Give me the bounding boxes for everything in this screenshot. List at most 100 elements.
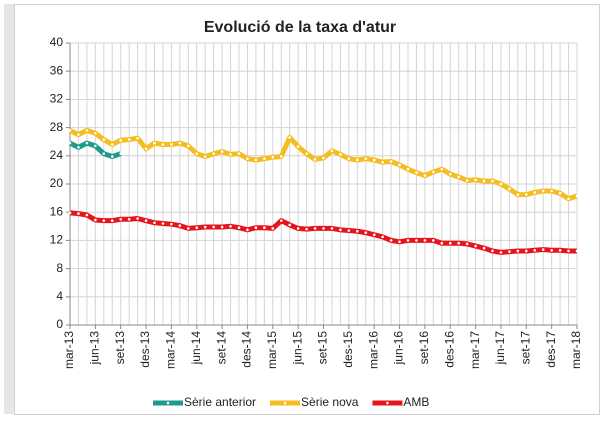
marker (220, 225, 224, 229)
marker (322, 227, 325, 230)
marker (288, 136, 292, 139)
marker (575, 194, 579, 198)
marker (423, 174, 427, 177)
marker (110, 219, 114, 222)
y-tick-label: 24 (50, 148, 64, 162)
marker (94, 144, 97, 148)
marker (567, 197, 570, 201)
marker (448, 172, 452, 176)
marker (347, 157, 351, 160)
y-tick-label: 20 (50, 176, 64, 190)
marker (541, 248, 545, 251)
marker (389, 239, 393, 242)
marker (465, 179, 469, 182)
marker (347, 229, 351, 232)
legend-label: Sèrie anterior (184, 395, 256, 409)
legend-marker (166, 401, 170, 405)
marker (263, 226, 266, 230)
marker (144, 147, 148, 151)
marker (330, 149, 334, 153)
marker (144, 219, 148, 222)
marker (237, 226, 241, 230)
x-tick-label: des-13 (138, 331, 152, 368)
marker (482, 179, 486, 183)
marker (339, 153, 342, 156)
marker (423, 239, 427, 242)
marker (203, 225, 207, 229)
marker (161, 222, 165, 225)
marker (77, 146, 80, 149)
marker (550, 189, 553, 193)
marker (246, 228, 249, 232)
marker (406, 239, 410, 242)
marker (356, 158, 359, 162)
marker (127, 138, 131, 141)
marker (313, 227, 317, 230)
marker (364, 157, 368, 160)
marker (136, 217, 139, 220)
marker (85, 129, 89, 132)
marker (398, 163, 401, 167)
x-tick-label: jun-15 (290, 331, 304, 366)
marker (119, 138, 122, 142)
marker (85, 141, 89, 145)
marker (254, 158, 258, 162)
marker (203, 155, 207, 158)
marker (415, 239, 418, 242)
marker (195, 226, 199, 230)
marker (533, 191, 537, 194)
marker (533, 248, 537, 252)
marker (110, 155, 114, 158)
marker (457, 175, 461, 179)
marker (127, 217, 131, 221)
marker (254, 226, 258, 230)
marker (229, 153, 232, 156)
x-tick-label: mar-17 (468, 331, 482, 369)
marker (356, 229, 359, 233)
marker (508, 250, 511, 253)
marker (398, 240, 401, 244)
marker (558, 248, 562, 252)
marker (279, 219, 283, 222)
marker (491, 249, 494, 253)
x-tick-label: set-17 (518, 331, 532, 365)
marker (246, 157, 249, 160)
marker (381, 235, 384, 239)
marker (229, 225, 232, 228)
y-tick-label: 40 (50, 35, 64, 49)
marker (525, 193, 528, 196)
marker (68, 141, 72, 145)
x-tick-label: set-15 (316, 331, 330, 365)
marker (372, 233, 376, 237)
marker (102, 219, 106, 222)
marker (77, 212, 80, 215)
marker (178, 224, 182, 227)
y-tick-label: 4 (56, 289, 63, 303)
marker (567, 249, 570, 253)
marker (279, 155, 283, 158)
x-tick-label: jun-17 (493, 331, 507, 366)
marker (85, 213, 89, 217)
marker (305, 152, 308, 155)
legend-marker (386, 401, 389, 405)
marker (406, 167, 410, 171)
marker (389, 160, 393, 163)
marker (68, 211, 72, 215)
x-tick-label: set-13 (113, 331, 127, 365)
marker (457, 241, 461, 245)
marker (212, 152, 215, 155)
marker (187, 227, 190, 230)
marker (102, 152, 106, 155)
marker (474, 178, 477, 182)
marker (541, 189, 545, 193)
marker (296, 227, 300, 230)
y-tick-label: 12 (50, 233, 64, 247)
marker (170, 222, 173, 226)
x-tick-label: des-16 (442, 331, 456, 368)
x-tick-label: mar-15 (265, 331, 279, 369)
y-tick-label: 28 (50, 120, 64, 134)
marker (237, 152, 241, 155)
marker (68, 129, 72, 132)
y-tick-label: 8 (56, 261, 63, 275)
marker (313, 158, 317, 161)
